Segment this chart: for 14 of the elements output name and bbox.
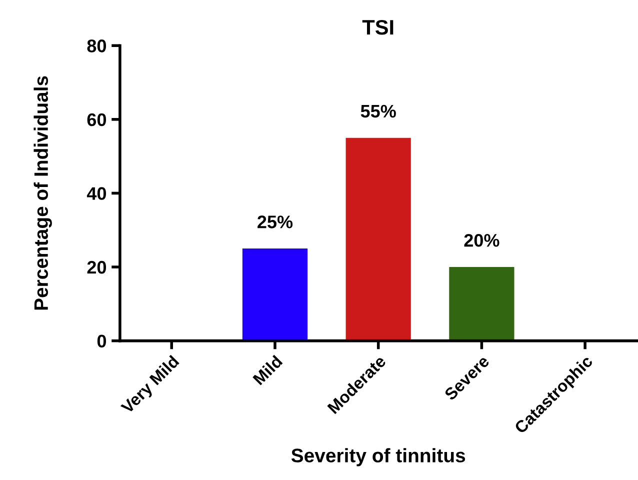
data-label: 55% bbox=[360, 104, 396, 118]
bar bbox=[242, 248, 308, 341]
y-tick-label: 20 bbox=[87, 260, 106, 274]
data-label: 20% bbox=[464, 234, 500, 247]
x-axis-title: Severity of tinnitus bbox=[291, 448, 466, 466]
y-tick-label: 80 bbox=[87, 40, 106, 52]
y-tick-label: 0 bbox=[97, 334, 106, 348]
chart-title: TSI bbox=[362, 20, 394, 35]
data-label: 25% bbox=[258, 216, 293, 228]
bar bbox=[449, 267, 514, 341]
y-tick-label: 60 bbox=[87, 113, 106, 126]
y-axis-title: Percentage of Individuals bbox=[34, 76, 52, 310]
bar bbox=[346, 138, 411, 341]
y-tick-label: 40 bbox=[86, 187, 106, 200]
